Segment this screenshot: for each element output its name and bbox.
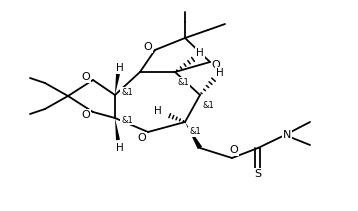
Text: H: H <box>154 106 162 116</box>
Polygon shape <box>185 122 202 149</box>
Text: S: S <box>255 169 262 179</box>
Text: O: O <box>82 110 90 120</box>
Text: &1: &1 <box>189 127 201 137</box>
Text: O: O <box>137 133 146 143</box>
Text: &1: &1 <box>121 115 133 124</box>
Text: O: O <box>229 145 238 155</box>
Text: O: O <box>212 60 221 70</box>
Text: H: H <box>116 63 124 73</box>
Text: N: N <box>283 130 291 140</box>
Text: H: H <box>216 68 224 78</box>
Polygon shape <box>115 118 120 140</box>
Text: &1: &1 <box>177 77 189 87</box>
Polygon shape <box>115 74 120 95</box>
Text: &1: &1 <box>121 88 133 96</box>
Text: O: O <box>82 72 90 82</box>
Text: H: H <box>196 48 204 58</box>
Text: H: H <box>116 143 124 153</box>
Text: O: O <box>144 42 153 52</box>
Text: &1: &1 <box>202 100 214 110</box>
